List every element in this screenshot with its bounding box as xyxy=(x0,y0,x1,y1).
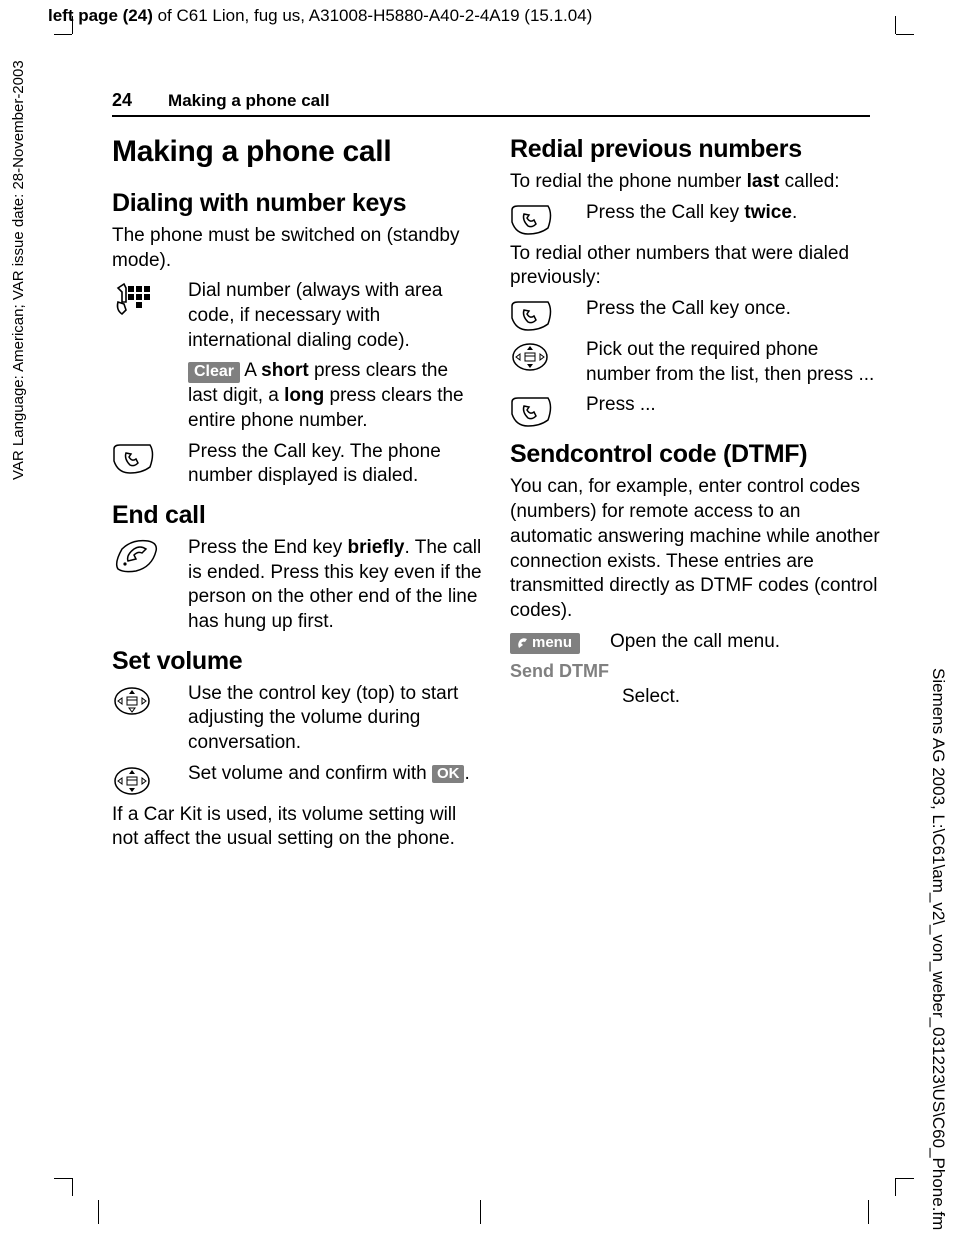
step-volume-start: Use the control key (top) to start adjus… xyxy=(112,682,482,756)
crop-mark xyxy=(72,16,73,34)
select-text: Select. xyxy=(622,685,880,710)
clear-softkey-pill: Clear xyxy=(188,362,240,383)
control-key-icon xyxy=(510,338,574,387)
call-key-text: Press the Call key. The phone number dis… xyxy=(188,440,482,489)
menu-softkey-icon: menu xyxy=(510,630,598,655)
crop-mark xyxy=(868,1200,869,1224)
side-text-left: VAR Language: American; VAR issue date: … xyxy=(10,60,30,660)
call-key-icon xyxy=(510,297,574,332)
dial-number-text: Dial number (always with area code, if n… xyxy=(188,279,482,353)
section-redial-title: Redial previous numbers xyxy=(510,135,880,164)
redial-twice-text: Press the Call key twice. xyxy=(586,201,880,236)
header-rest: of C61 Lion, fug us, A31008-H5880-A40-2-… xyxy=(153,6,592,25)
step-pick-number: Pick out the required phone number from … xyxy=(510,338,880,387)
step-open-menu: menu Open the call menu. xyxy=(510,630,880,655)
crop-mark xyxy=(54,1178,72,1179)
end-call-text: Press the End key briefly. The call is e… xyxy=(188,536,482,635)
section-setvolume-title: Set volume xyxy=(112,647,482,676)
step-press-call: Press ... xyxy=(510,393,880,428)
control-key-top-icon xyxy=(112,682,176,756)
page-header-meta: left page (24) of C61 Lion, fug us, A310… xyxy=(48,6,592,26)
left-column: Making a phone call Dialing with number … xyxy=(112,135,482,858)
section-dialing-title: Dialing with number keys xyxy=(112,189,482,218)
section-dtmf-title: Sendcontrol code (DTMF) xyxy=(510,440,880,469)
crop-mark xyxy=(896,34,914,35)
call-key-icon xyxy=(510,201,574,236)
right-column: Redial previous numbers To redial the ph… xyxy=(510,135,880,858)
ok-softkey-pill: OK xyxy=(432,765,465,784)
crop-mark xyxy=(480,1200,481,1224)
redial-once-text: Press the Call key once. xyxy=(586,297,880,332)
crop-mark xyxy=(895,1178,896,1196)
running-head-title: Making a phone call xyxy=(168,91,330,111)
crop-mark xyxy=(895,16,896,34)
pick-number-text: Pick out the required phone number from … xyxy=(586,338,880,387)
step-end-call: Press the End key briefly. The call is e… xyxy=(112,536,482,635)
running-head: 24 Making a phone call xyxy=(112,90,870,117)
step-call-key: Press the Call key. The phone number dis… xyxy=(112,440,482,489)
crop-mark xyxy=(896,1178,914,1179)
redial-intro: To redial the phone number last called: xyxy=(510,170,880,195)
step-dial-number: Dial number (always with area code, if n… xyxy=(112,279,482,353)
crop-mark xyxy=(72,1178,73,1196)
end-key-icon xyxy=(112,536,176,635)
send-dtmf-label: Send DTMF xyxy=(510,661,609,683)
page-title: Making a phone call xyxy=(112,135,482,169)
section-endcall-title: End call xyxy=(112,501,482,530)
keypad-icon xyxy=(112,279,176,353)
clear-text: Clear A short press clears the last digi… xyxy=(188,359,482,433)
crop-mark xyxy=(54,34,72,35)
spacer-icon xyxy=(112,359,176,433)
carkit-note: If a Car Kit is used, its volume setting… xyxy=(112,803,482,852)
step-select: Select. xyxy=(510,685,880,710)
call-key-icon xyxy=(112,440,176,489)
send-dtmf-label-wrap: Send DTMF xyxy=(510,658,610,683)
step-clear: Clear A short press clears the last digi… xyxy=(112,359,482,433)
step-send-dtmf: Send DTMF xyxy=(510,658,880,683)
side-text-right: Siemens AG 2003, L:\C61\am_v2\_von_weber… xyxy=(924,630,948,1230)
volume-confirm-text: Set volume and confirm with OK. xyxy=(188,762,482,797)
spacer-icon xyxy=(510,685,610,710)
dtmf-para: You can, for example, enter control code… xyxy=(510,475,880,623)
page-number: 24 xyxy=(112,90,132,111)
open-menu-text: Open the call menu. xyxy=(610,630,880,655)
dialing-intro: The phone must be switched on (standby m… xyxy=(112,224,482,273)
press-call-text: Press ... xyxy=(586,393,880,428)
step-redial-twice: Press the Call key twice. xyxy=(510,201,880,236)
volume-start-text: Use the control key (top) to start adjus… xyxy=(188,682,482,756)
redial-other-intro: To redial other numbers that were dialed… xyxy=(510,242,880,291)
header-prefix: left page (24) xyxy=(48,6,153,25)
crop-mark xyxy=(98,1200,99,1224)
call-key-icon xyxy=(510,393,574,428)
two-column-layout: Making a phone call Dialing with number … xyxy=(112,135,882,858)
menu-label: menu xyxy=(532,635,572,652)
step-volume-confirm: Set volume and confirm with OK. xyxy=(112,762,482,797)
page-body: 24 Making a phone call Making a phone ca… xyxy=(112,90,882,858)
send-dtmf-spacer xyxy=(622,658,880,683)
step-redial-once: Press the Call key once. xyxy=(510,297,880,332)
control-key-icon xyxy=(112,762,176,797)
